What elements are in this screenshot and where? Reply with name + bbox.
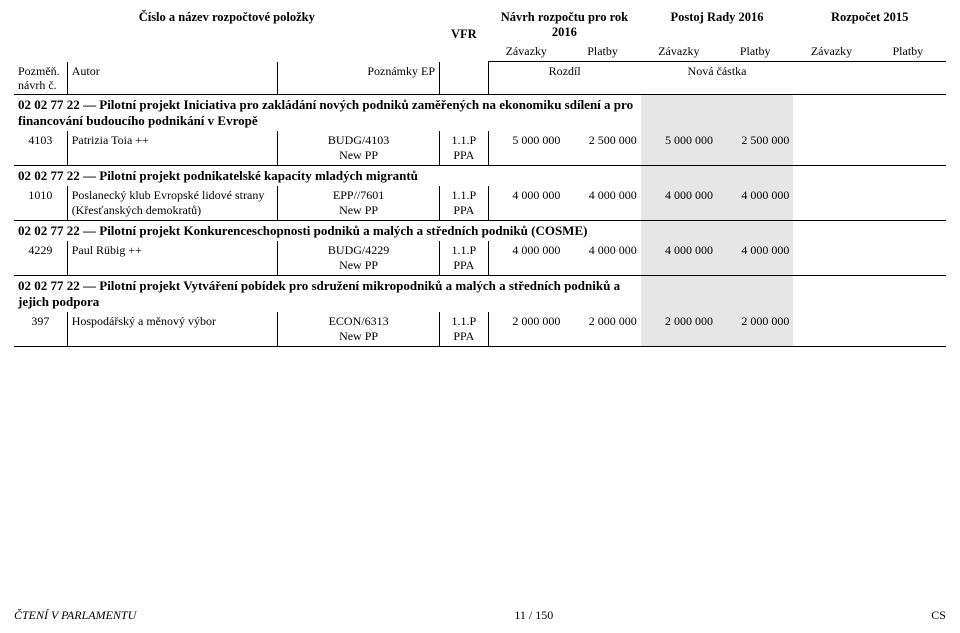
author-cell: Hospodářský a měnový výbor: [67, 312, 277, 347]
diff-commit: 4 000 000: [488, 241, 564, 276]
amendment-no: 397: [14, 312, 67, 347]
amendment-no: 4229: [14, 241, 67, 276]
vfr-cell: 1.1.P PPA: [440, 131, 489, 166]
new-pay: 2 500 000: [717, 131, 793, 166]
new-commit: 2 000 000: [641, 312, 717, 347]
new-commit: 4 000 000: [641, 241, 717, 276]
header-new-amount: Nová částka: [641, 62, 794, 95]
vfr-cell: 1.1.P PPA: [440, 312, 489, 347]
header-item-label: Číslo a název rozpočtové položky: [14, 8, 440, 62]
header-pay-3: Platby: [870, 42, 946, 62]
section-title: 02 02 77 22 — Pilotní projekt Vytváření …: [14, 276, 641, 313]
diff-pay: 2 500 000: [564, 131, 640, 166]
code-cell: BUDG/4103 New PP: [278, 131, 440, 166]
author-cell: Paul Rübig ++: [67, 241, 277, 276]
header-draft: Návrh rozpočtu pro rok 2016: [488, 8, 641, 42]
new-pay: 4 000 000: [717, 186, 793, 221]
footer-left: ČTENÍ V PARLAMENTU: [14, 608, 136, 623]
header-pay-1: Platby: [564, 42, 640, 62]
amendment-no: 4103: [14, 131, 67, 166]
header-notes: Poznámky EP: [278, 62, 440, 95]
amendment-no: 1010: [14, 186, 67, 221]
new-commit: 4 000 000: [641, 186, 717, 221]
header-commit-1: Závazky: [488, 42, 564, 62]
code-cell: BUDG/4229 New PP: [278, 241, 440, 276]
header-pay-2: Platby: [717, 42, 793, 62]
code-cell: EPP//7601 New PP: [278, 186, 440, 221]
new-pay: 2 000 000: [717, 312, 793, 347]
diff-commit: 2 000 000: [488, 312, 564, 347]
page-footer: ČTENÍ V PARLAMENTU 11 / 150 CS: [14, 608, 946, 623]
section-title: 02 02 77 22 — Pilotní projekt podnikatel…: [14, 166, 641, 187]
header-diff: Rozdíl: [488, 62, 641, 95]
header-vfr: VFR: [440, 8, 489, 62]
code-cell: ECON/6313 New PP: [278, 312, 440, 347]
vfr-cell: 1.1.P PPA: [440, 186, 489, 221]
table-row: 1010 Poslanecký klub Evropské lidové str…: [14, 186, 946, 221]
diff-pay: 4 000 000: [564, 241, 640, 276]
table-row: 397 Hospodářský a měnový výbor ECON/6313…: [14, 312, 946, 347]
footer-lang: CS: [931, 608, 946, 623]
table-row: 4103 Patrizia Toia ++ BUDG/4103 New PP 1…: [14, 131, 946, 166]
vfr-cell: 1.1.P PPA: [440, 241, 489, 276]
diff-pay: 2 000 000: [564, 312, 640, 347]
header-author: Autor: [67, 62, 277, 95]
author-cell: Poslanecký klub Evropské lidové strany (…: [67, 186, 277, 221]
budget-table: Číslo a název rozpočtové položky VFR Náv…: [14, 8, 946, 347]
header-commit-3: Závazky: [793, 42, 869, 62]
diff-pay: 4 000 000: [564, 186, 640, 221]
footer-page: 11 / 150: [514, 608, 553, 623]
header-amend-no: Pozměň. návrh č.: [14, 62, 67, 95]
header-commit-2: Závazky: [641, 42, 717, 62]
section-title: 02 02 77 22 — Pilotní projekt Konkurence…: [14, 221, 641, 242]
new-pay: 4 000 000: [717, 241, 793, 276]
section-title: 02 02 77 22 — Pilotní projekt Iniciativa…: [14, 95, 641, 132]
diff-commit: 5 000 000: [488, 131, 564, 166]
header-council: Postoj Rady 2016: [641, 8, 794, 42]
header-budget: Rozpočet 2015: [793, 8, 946, 42]
author-cell: Patrizia Toia ++: [67, 131, 277, 166]
table-row: 4229 Paul Rübig ++ BUDG/4229 New PP 1.1.…: [14, 241, 946, 276]
new-commit: 5 000 000: [641, 131, 717, 166]
diff-commit: 4 000 000: [488, 186, 564, 221]
